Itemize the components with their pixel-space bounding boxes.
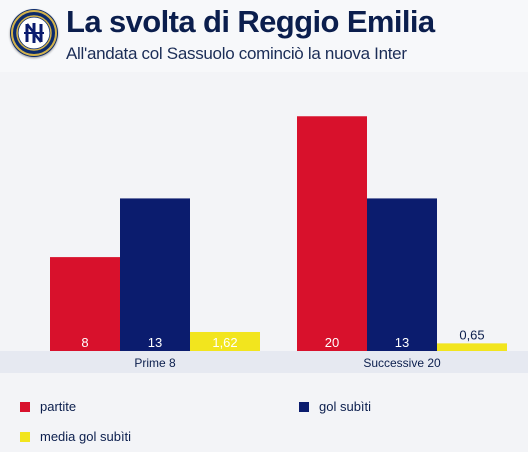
bar-1-1 xyxy=(50,257,120,351)
bar-chart-area: 8 13 1,62 Prime 8 20 13 0,65 Successive 20 xyxy=(0,76,528,376)
legend-swatch-partite xyxy=(20,402,30,412)
bar-value-label: 13 xyxy=(148,335,162,350)
chart-title: La svolta di Reggio Emilia xyxy=(66,4,435,39)
legend-label-gol-subiti: gol subìti xyxy=(319,399,372,414)
legend-label-partite: partite xyxy=(40,399,77,414)
legend-swatch-gol-subiti xyxy=(299,402,309,412)
category-axis-band xyxy=(0,351,528,373)
bar-value-label: 13 xyxy=(395,335,409,350)
bar-value-label: 20 xyxy=(325,335,339,350)
inter-crest-icon xyxy=(10,9,58,57)
chart-header: La svolta di Reggio Emilia All'andata co… xyxy=(0,0,528,72)
bar-1-2 xyxy=(297,116,367,352)
bar-3-2 xyxy=(437,343,507,351)
bar-3-1 xyxy=(190,331,260,351)
category-label: Successive 20 xyxy=(363,356,441,370)
inter-crest-graphic xyxy=(11,10,57,56)
chart-legend: partite gol subìti media gol subìti xyxy=(0,388,528,452)
bar-chart: 8 13 1,62 Prime 8 20 13 0,65 Successive 20 xyxy=(0,116,528,373)
bar-2-2 xyxy=(367,198,437,351)
bar-2-1 xyxy=(120,198,190,351)
bar-value-label: 8 xyxy=(81,335,88,350)
legend-label-media-gol-subiti: media gol subìti xyxy=(40,429,132,444)
category-label: Prime 8 xyxy=(134,356,176,370)
bar-value-label: 1,62 xyxy=(212,335,237,350)
legend-swatch-media-gol-subiti xyxy=(20,432,30,442)
bar-value-label: 0,65 xyxy=(459,327,484,342)
chart-subtitle: All'andata col Sassuolo cominciò la nuov… xyxy=(66,44,407,63)
